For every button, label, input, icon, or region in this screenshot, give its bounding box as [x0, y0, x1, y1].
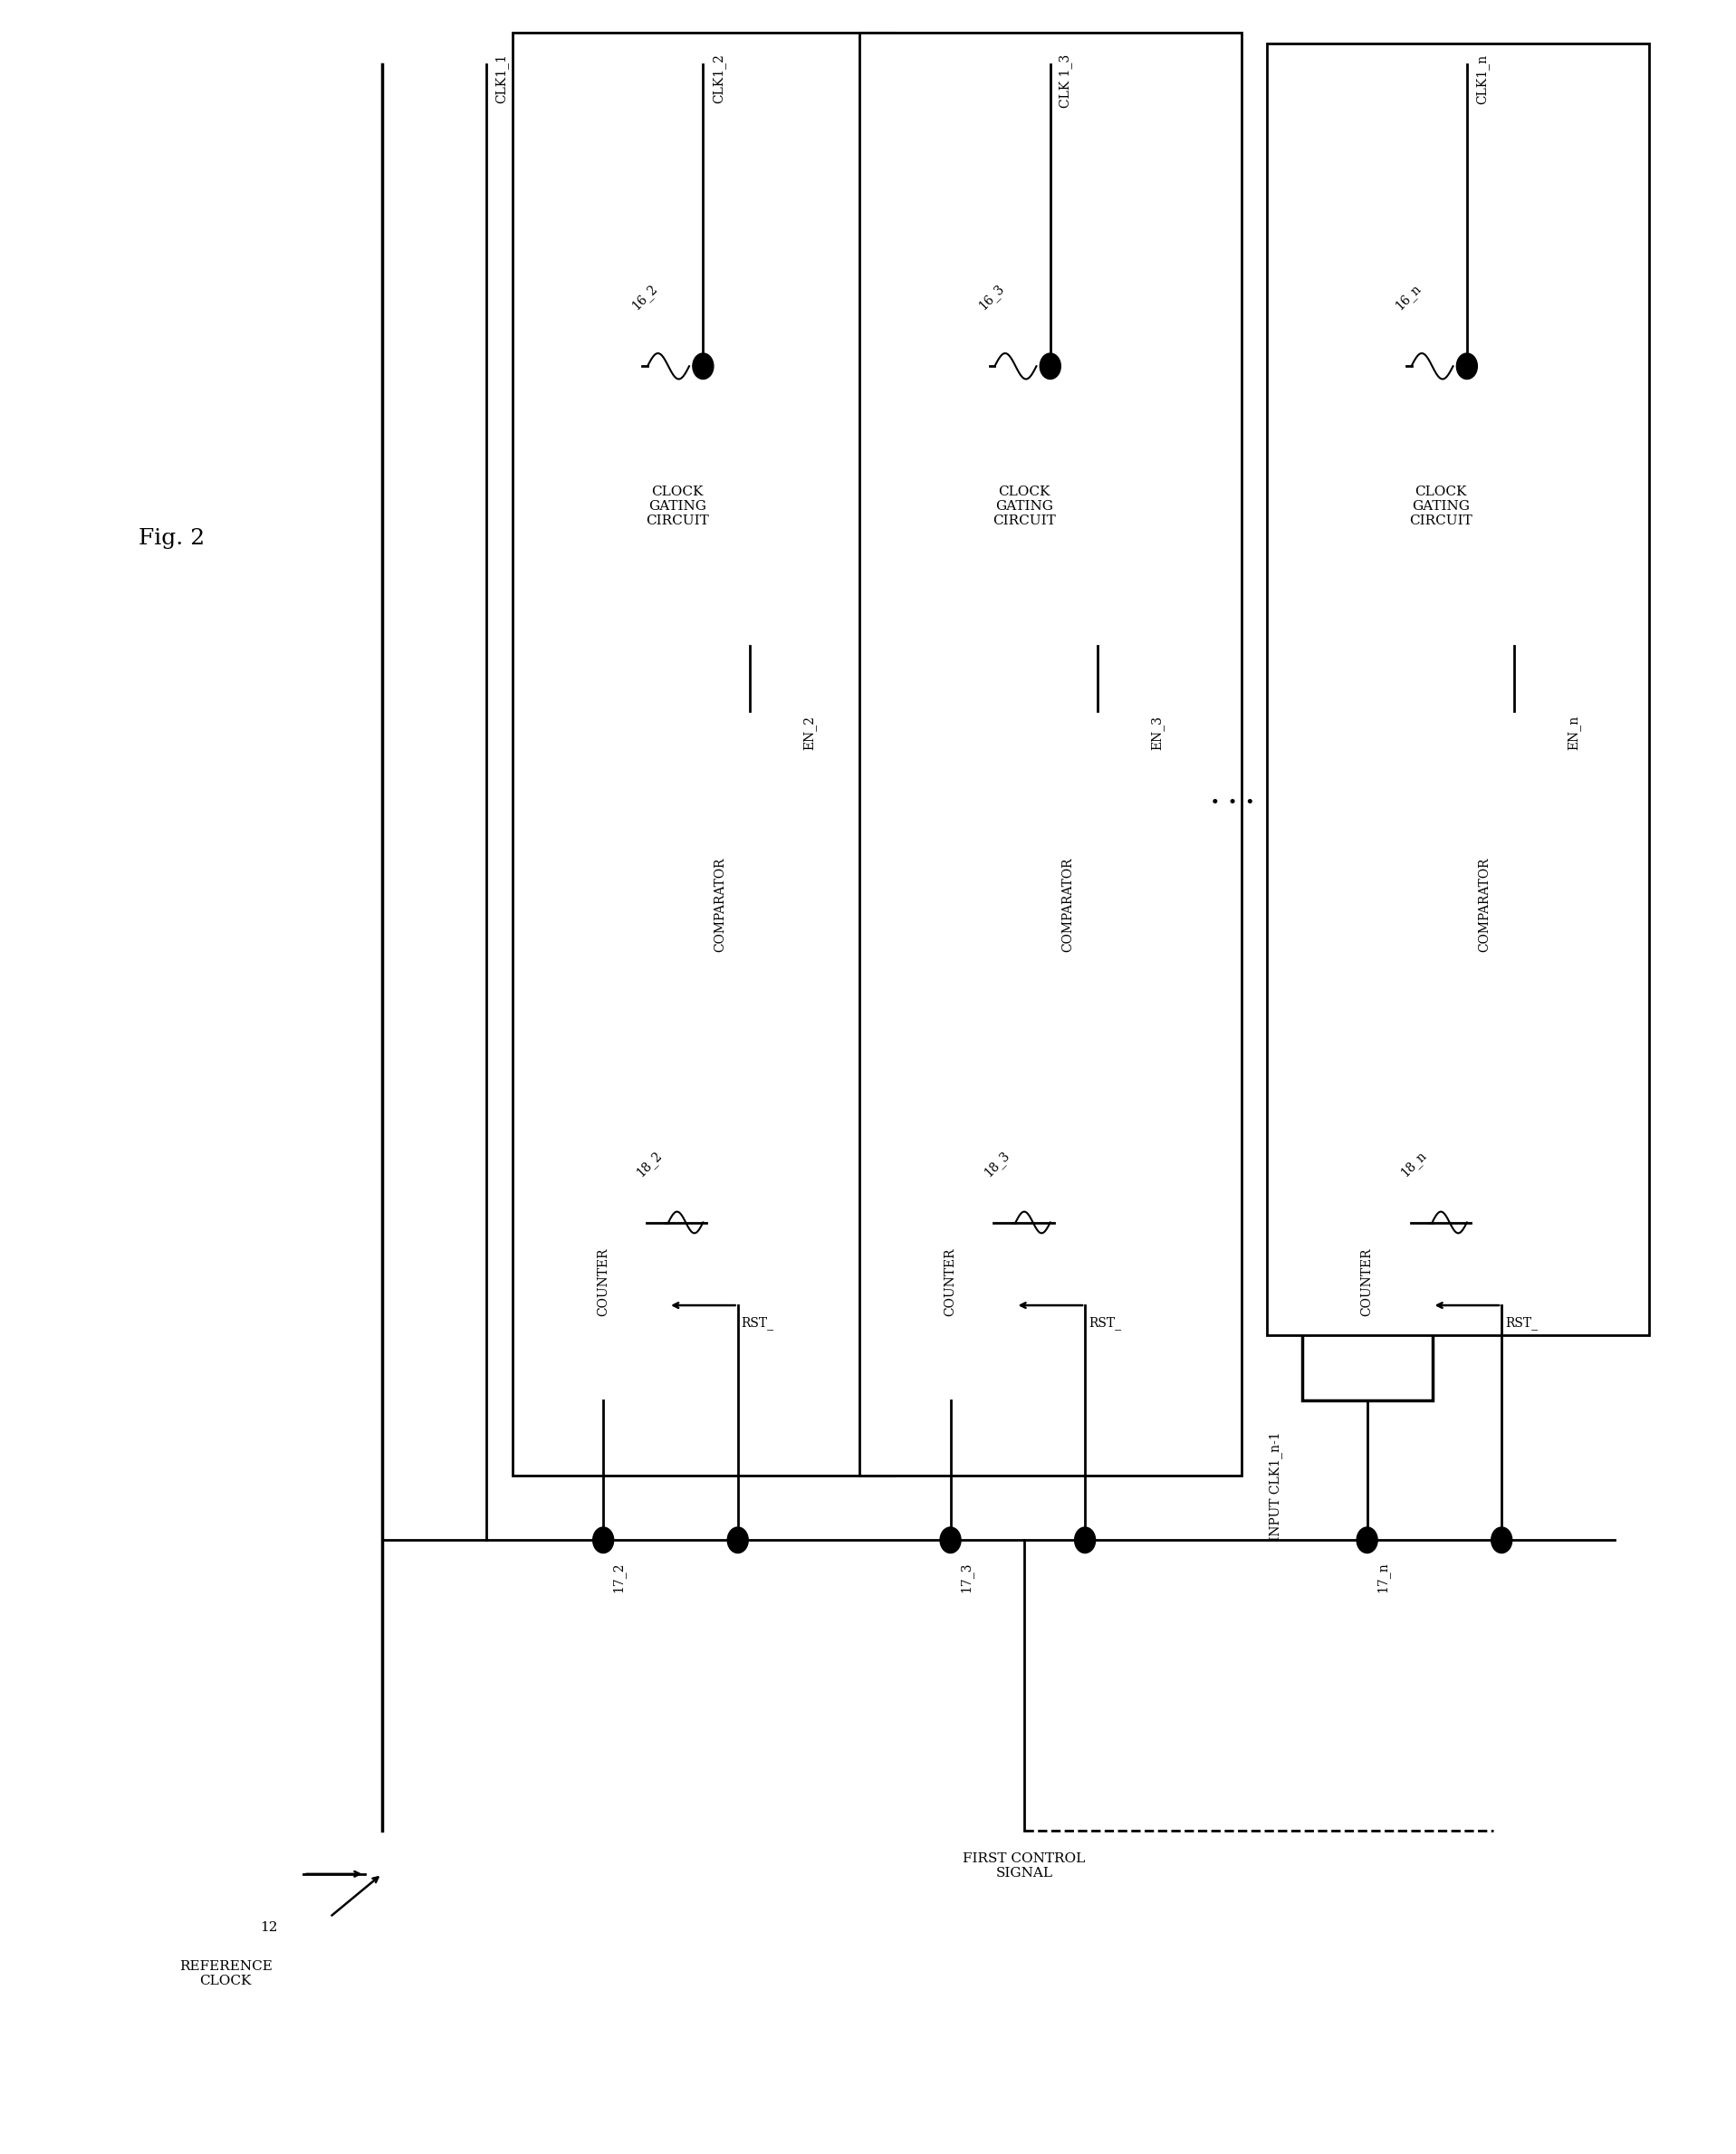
FancyBboxPatch shape [512, 32, 894, 1475]
Text: COUNTER: COUNTER [944, 1247, 957, 1316]
FancyBboxPatch shape [538, 1163, 668, 1400]
Circle shape [1358, 1527, 1378, 1553]
Text: . . .: . . . [1210, 784, 1255, 810]
Circle shape [941, 1527, 962, 1553]
FancyBboxPatch shape [1354, 366, 1528, 646]
Text: 18_3: 18_3 [981, 1148, 1012, 1180]
Circle shape [693, 353, 713, 379]
Text: 18_2: 18_2 [634, 1148, 665, 1180]
Text: REFERENCE
CLOCK: REFERENCE CLOCK [179, 1960, 273, 1988]
Text: COUNTER: COUNTER [1361, 1247, 1373, 1316]
Text: INPUT CLK1_n-1: INPUT CLK1_n-1 [1269, 1432, 1283, 1540]
Text: 16_2: 16_2 [628, 282, 660, 312]
Text: CLK 1_3: CLK 1_3 [1059, 54, 1073, 108]
Text: CLOCK
GATING
CIRCUIT: CLOCK GATING CIRCUIT [993, 485, 1055, 528]
FancyBboxPatch shape [590, 366, 764, 646]
Circle shape [727, 1527, 748, 1553]
FancyBboxPatch shape [993, 711, 1142, 1099]
Circle shape [1457, 353, 1477, 379]
FancyBboxPatch shape [1411, 711, 1559, 1099]
Circle shape [1040, 353, 1061, 379]
FancyBboxPatch shape [859, 32, 1241, 1475]
FancyBboxPatch shape [885, 1163, 1016, 1400]
Text: 17_n: 17_n [1375, 1562, 1389, 1592]
Text: 18_n: 18_n [1397, 1148, 1429, 1180]
Text: CLK1_1: CLK1_1 [495, 54, 509, 103]
Text: EN_2: EN_2 [804, 715, 816, 750]
Circle shape [1075, 1527, 1095, 1553]
Circle shape [1491, 1527, 1512, 1553]
Text: CLK1_2: CLK1_2 [712, 54, 726, 103]
Circle shape [594, 1527, 615, 1553]
Text: 17_3: 17_3 [960, 1562, 972, 1592]
Text: 17_2: 17_2 [613, 1562, 625, 1592]
Text: 12: 12 [260, 1921, 278, 1934]
FancyBboxPatch shape [1302, 1163, 1432, 1400]
Text: CLOCK
GATING
CIRCUIT: CLOCK GATING CIRCUIT [646, 485, 708, 528]
FancyBboxPatch shape [648, 711, 795, 1099]
Text: CLK1_n: CLK1_n [1476, 54, 1489, 103]
Text: EN_3: EN_3 [1149, 715, 1163, 750]
Text: RST_: RST_ [1088, 1316, 1121, 1329]
Text: 16_n: 16_n [1392, 282, 1424, 312]
Text: EN_n: EN_n [1568, 715, 1580, 750]
FancyBboxPatch shape [937, 366, 1111, 646]
Text: 16_3: 16_3 [976, 282, 1007, 312]
Text: COUNTER: COUNTER [597, 1247, 609, 1316]
Text: CLOCK
GATING
CIRCUIT: CLOCK GATING CIRCUIT [1410, 485, 1472, 528]
Text: COMPARATOR: COMPARATOR [713, 857, 727, 952]
Text: FIRST CONTROL
SIGNAL: FIRST CONTROL SIGNAL [963, 1852, 1085, 1880]
Text: RST_: RST_ [741, 1316, 774, 1329]
Text: Fig. 2: Fig. 2 [139, 528, 205, 549]
Text: COMPARATOR: COMPARATOR [1061, 857, 1075, 952]
Text: RST_: RST_ [1505, 1316, 1538, 1329]
Text: COMPARATOR: COMPARATOR [1477, 857, 1491, 952]
FancyBboxPatch shape [1267, 43, 1649, 1335]
